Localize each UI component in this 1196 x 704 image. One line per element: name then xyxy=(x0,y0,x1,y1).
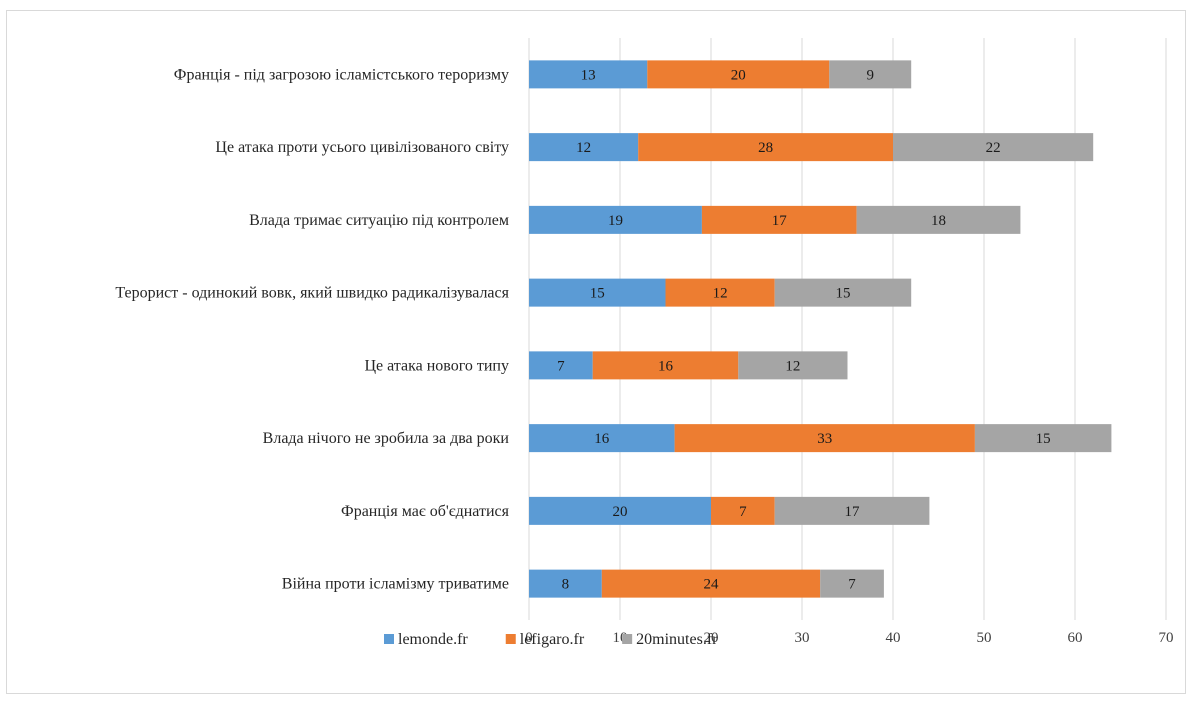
bar-segment xyxy=(529,351,593,380)
data-label: 20 xyxy=(731,67,746,83)
bar-segment xyxy=(774,496,930,525)
x-tick-label: 30 xyxy=(795,630,810,646)
bar-segment xyxy=(529,424,675,453)
bar-segment xyxy=(529,205,702,234)
category-label: Терорист - одинокий вовк, який швидко ра… xyxy=(115,285,509,302)
data-label: 12 xyxy=(576,140,591,156)
legend-swatch xyxy=(505,634,516,644)
data-label: 28 xyxy=(758,140,773,156)
legend-swatch xyxy=(622,634,633,644)
bar-segment xyxy=(529,278,666,307)
bar-segment xyxy=(674,424,975,453)
data-label: 7 xyxy=(848,577,856,593)
x-tick-label: 0 xyxy=(525,630,533,646)
bar-segment xyxy=(647,60,830,89)
data-label: 18 xyxy=(931,213,946,229)
data-label: 15 xyxy=(590,286,605,302)
data-label: 33 xyxy=(817,431,832,447)
bar-segment xyxy=(856,205,1021,234)
bar-segment xyxy=(893,133,1094,162)
bar-segment xyxy=(529,496,711,525)
data-label: 13 xyxy=(581,67,596,83)
data-label: 7 xyxy=(557,358,565,374)
data-label: 12 xyxy=(713,286,728,302)
data-label: 19 xyxy=(608,213,623,229)
data-label: 15 xyxy=(1036,431,1051,447)
data-label: 17 xyxy=(772,213,788,229)
data-label: 24 xyxy=(704,577,720,593)
data-label: 7 xyxy=(739,504,747,520)
category-label: Влада нічого не зробила за два роки xyxy=(263,430,510,447)
bar-segment xyxy=(974,424,1112,453)
category-label: Франція має об'єднатися xyxy=(341,503,510,520)
category-label: Це атака проти усього цивілізованого сві… xyxy=(215,139,509,156)
legend-label: lemonde.fr xyxy=(398,631,468,648)
x-tick-label: 50 xyxy=(977,630,992,646)
data-label: 17 xyxy=(845,504,861,520)
data-label: 9 xyxy=(867,67,875,83)
bar-segment xyxy=(529,60,648,89)
x-tick-label: 20 xyxy=(704,630,719,646)
bar-segment xyxy=(529,133,639,162)
data-label: 12 xyxy=(785,358,800,374)
bar-segment xyxy=(774,278,912,307)
legend-label: lefigaro.fr xyxy=(520,631,585,648)
bar-segment xyxy=(665,278,775,307)
legend-swatch xyxy=(384,634,394,644)
bar-segment xyxy=(738,351,848,380)
data-label: 20 xyxy=(613,504,628,520)
bar-segment xyxy=(829,60,912,89)
bar-segment xyxy=(592,351,739,380)
bar-segment xyxy=(711,496,775,525)
bar-segment xyxy=(701,205,857,234)
bar-segment xyxy=(601,569,821,598)
category-label: Війна проти ісламізму триватиме xyxy=(282,576,509,593)
legend-label: 20minutes.fr xyxy=(636,631,718,648)
data-label: 22 xyxy=(986,140,1001,156)
data-label: 15 xyxy=(835,286,850,302)
bar-segment xyxy=(820,569,884,598)
category-label: Влада тримає ситуацію під контролем xyxy=(249,212,509,229)
x-tick-label: 60 xyxy=(1068,630,1083,646)
bar-segment xyxy=(638,133,893,162)
x-tick-label: 40 xyxy=(886,630,901,646)
data-label: 16 xyxy=(658,358,674,374)
category-label: Це атака нового типу xyxy=(364,357,509,374)
x-tick-label: 70 xyxy=(1159,630,1174,646)
bar-segment xyxy=(529,569,602,598)
data-label: 8 xyxy=(562,577,570,593)
category-label: Франція - під загрозою ісламістського те… xyxy=(174,66,509,83)
data-label: 16 xyxy=(594,431,610,447)
